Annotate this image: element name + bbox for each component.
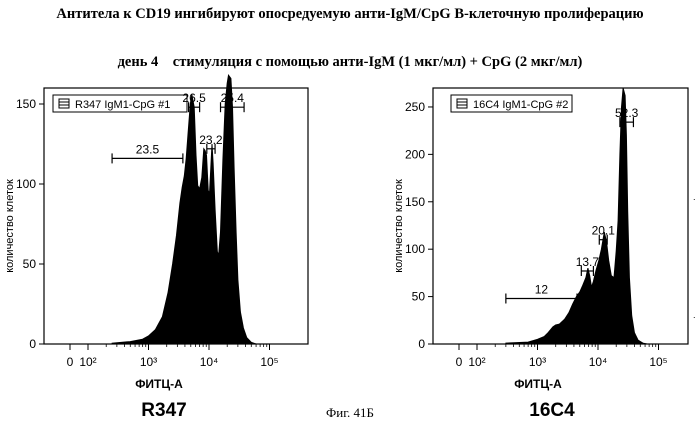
y-tick-label: 0 bbox=[418, 337, 425, 351]
gate-label: 23.2 bbox=[199, 133, 223, 147]
gate-label: 52.3 bbox=[615, 106, 639, 120]
gate-label: 26.5 bbox=[182, 91, 206, 105]
gate-label: 20.1 bbox=[592, 224, 616, 238]
x-tick-label: 10² bbox=[79, 355, 96, 369]
y-tick-label: 200 bbox=[405, 147, 425, 161]
figure-caption: Фиг. 41Б bbox=[0, 405, 700, 421]
x-tick-label: 10³ bbox=[529, 355, 546, 369]
gate-label: 12 bbox=[535, 282, 549, 296]
y-tick-label: 250 bbox=[405, 100, 425, 114]
x-axis-title: ФИТЦ-А bbox=[514, 377, 562, 391]
legend-swatch bbox=[59, 99, 69, 108]
y-tick-label: 150 bbox=[405, 195, 425, 209]
y-tick-label: 100 bbox=[405, 242, 425, 256]
y-tick-label: 100 bbox=[16, 177, 36, 191]
margin-mark: . bbox=[693, 192, 696, 202]
legend-swatch bbox=[457, 99, 467, 108]
x-tick-label: 0 bbox=[67, 355, 74, 369]
gate-label: 13.7 bbox=[576, 255, 600, 269]
y-tick-label: 50 bbox=[412, 290, 426, 304]
legend-text: R347 IgM1-CpG #1 bbox=[75, 99, 170, 111]
x-tick-label: 0 bbox=[456, 355, 463, 369]
gate-label: 25.4 bbox=[221, 91, 245, 105]
x-tick-label: 10⁴ bbox=[589, 355, 608, 369]
margin-mark: . bbox=[693, 310, 696, 320]
y-axis-title: количество клеток bbox=[393, 179, 405, 273]
legend-text: 16C4 IgM1-CpG #2 bbox=[473, 99, 568, 111]
y-tick-label: 50 bbox=[23, 257, 37, 271]
plot-frame bbox=[433, 88, 688, 344]
histogram-area bbox=[506, 88, 647, 344]
histogram-area bbox=[112, 75, 256, 344]
histogram-panel-1: 0 50 100 150 0 10² 10³ 10⁴ 10⁵ ФИТЦ-А количество к… bbox=[4, 75, 308, 421]
x-axis-title: ФИТЦ-А bbox=[135, 377, 183, 391]
y-tick-label: 150 bbox=[16, 97, 36, 111]
x-tick-label: 10⁴ bbox=[200, 355, 219, 369]
gate-label: 23.5 bbox=[136, 142, 160, 156]
y-tick-label: 0 bbox=[29, 337, 36, 351]
x-tick-label: 10² bbox=[468, 355, 485, 369]
x-tick-label: 10⁵ bbox=[260, 355, 278, 369]
y-axis-title: количество клеток bbox=[4, 179, 16, 273]
x-tick-label: 10³ bbox=[140, 355, 157, 369]
histogram-panel-2: 0 50 100 150 200 250 0 10² 10³ 10⁴ 10⁵ ФИТЦ-А количе… bbox=[393, 88, 688, 421]
x-tick-label: 10⁵ bbox=[649, 355, 667, 369]
